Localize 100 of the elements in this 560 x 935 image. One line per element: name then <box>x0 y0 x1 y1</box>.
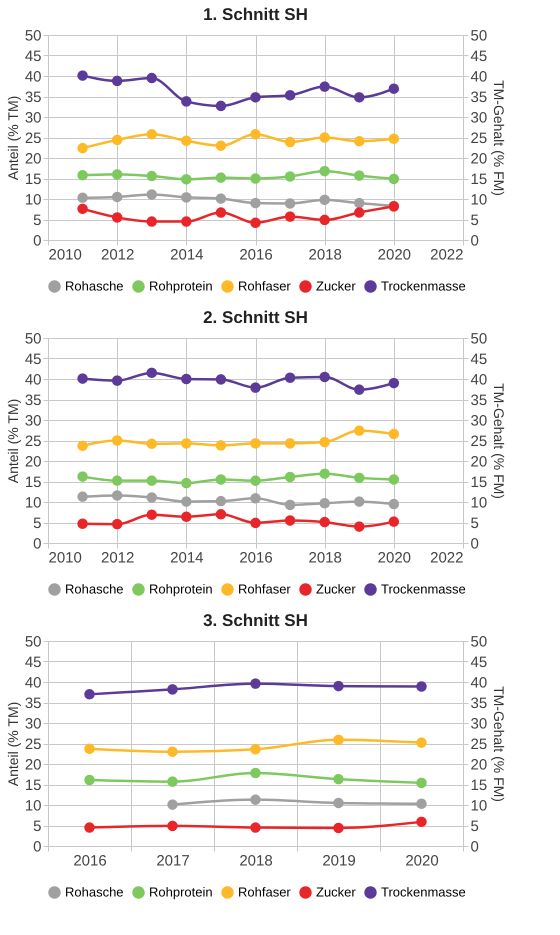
point <box>167 684 178 695</box>
point <box>333 680 344 692</box>
point <box>416 798 427 810</box>
y2-tick-label: 15 <box>470 474 488 491</box>
x-tick-label: 2010 <box>48 550 82 566</box>
y2-tick-label: 15 <box>470 777 488 794</box>
point <box>84 744 95 754</box>
legend-label: Rohfaser <box>238 582 292 597</box>
y2-tick-label: 5 <box>470 212 479 229</box>
y-tick-label: 45 <box>24 48 42 65</box>
y-axis-title: Anteil (% TM) <box>4 702 21 786</box>
y-axis-title: Anteil (% TM) <box>4 96 21 180</box>
y-tick-label: 45 <box>24 654 42 671</box>
point <box>250 822 261 833</box>
y-tick-label: 10 <box>24 192 42 208</box>
y-tick-label: 20 <box>24 756 42 774</box>
y2-tick-label: 20 <box>470 150 488 168</box>
x-tick-label: 2018 <box>239 852 273 870</box>
y2-tick-label: 50 <box>470 330 488 348</box>
point <box>167 799 178 810</box>
y2-axis-title: TM-Gehalt (% FM) <box>491 80 508 196</box>
y2-tick-label: 15 <box>470 171 488 188</box>
point <box>416 778 427 788</box>
legend-label: Rohfaser <box>238 278 292 294</box>
point <box>84 822 95 833</box>
y2-tick-label: 5 <box>470 818 479 835</box>
y2-tick-label: 0 <box>470 838 479 856</box>
y2-tick-label: 25 <box>470 736 488 753</box>
y-tick-label: 25 <box>24 433 42 450</box>
y-tick-label: 25 <box>24 736 42 753</box>
y-tick-label: 10 <box>24 798 42 814</box>
y-axis-title: Anteil (% TM) <box>4 398 21 484</box>
y-tick-label: 0 <box>33 838 42 856</box>
x-tick-label: 2022 <box>430 550 464 566</box>
point <box>250 768 261 778</box>
legend-label: Rohprotein <box>149 884 213 900</box>
x-tick-label: 2018 <box>308 246 342 264</box>
x-tick-label: 2020 <box>405 852 439 870</box>
x-tick-label: 2014 <box>170 246 204 264</box>
legend-label: Rohasche <box>65 278 124 294</box>
x-tick-label: 2012 <box>100 550 134 566</box>
point <box>250 744 261 754</box>
y2-axis-title: TM-Gehalt (% FM) <box>491 686 508 802</box>
point <box>167 820 178 832</box>
y2-tick-label: 30 <box>470 716 488 732</box>
y-tick-label: 40 <box>24 68 42 86</box>
y2-tick-label: 45 <box>470 48 488 65</box>
y-tick-label: 35 <box>24 695 42 712</box>
x-tick-label: 2016 <box>73 852 107 870</box>
y-tick-label: 30 <box>24 412 42 430</box>
y-tick-label: 0 <box>33 232 42 250</box>
legend-label: Rohprotein <box>149 278 213 294</box>
legend-label: Rohasche <box>65 884 124 900</box>
point <box>250 678 261 689</box>
y2-tick-label: 10 <box>470 192 488 208</box>
legend-label: Trockenmasse <box>381 278 466 294</box>
y2-tick-label: 35 <box>470 89 488 106</box>
y-tick-label: 45 <box>24 351 42 368</box>
y2-tick-label: 30 <box>470 412 488 430</box>
y2-tick-label: 35 <box>470 695 488 712</box>
y2-tick-label: 10 <box>470 798 488 814</box>
point <box>333 798 344 808</box>
point <box>333 822 344 834</box>
point <box>416 737 427 748</box>
y-tick-label: 15 <box>24 474 42 491</box>
y2-tick-label: 40 <box>470 372 488 388</box>
chart-title: 1. Schnitt SH <box>203 5 308 24</box>
x-tick-label: 2014 <box>170 550 204 566</box>
point <box>250 794 261 805</box>
y-tick-label: 10 <box>24 494 42 512</box>
y-tick-label: 5 <box>33 212 42 229</box>
x-tick-label: 2017 <box>156 852 190 870</box>
y2-tick-label: 25 <box>470 433 488 450</box>
y-tick-label: 50 <box>24 634 42 650</box>
y2-tick-label: 0 <box>470 536 479 552</box>
y-tick-label: 25 <box>24 130 42 147</box>
point <box>333 734 344 746</box>
y-tick-label: 30 <box>24 110 42 126</box>
x-tick-label: 2018 <box>308 550 342 566</box>
y2-tick-label: 40 <box>470 68 488 86</box>
y2-tick-label: 50 <box>470 28 488 44</box>
legend-label: Zucker <box>316 278 356 294</box>
chart-title: 2. Schnitt SH <box>203 308 308 327</box>
point <box>167 776 178 787</box>
point <box>84 689 95 700</box>
x-tick-label: 2020 <box>378 550 412 566</box>
y-tick-label: 35 <box>24 89 42 106</box>
y-tick-label: 0 <box>33 536 42 552</box>
x-tick-label: 2012 <box>100 246 134 264</box>
legend-label: Trockenmasse <box>381 884 466 900</box>
x-tick-label: 2019 <box>322 852 356 870</box>
y-tick-label: 5 <box>33 818 42 835</box>
point <box>167 746 178 757</box>
y-tick-label: 40 <box>24 372 42 388</box>
x-tick-label: 2020 <box>378 246 412 264</box>
y2-tick-label: 40 <box>470 674 488 692</box>
y-tick-label: 15 <box>24 777 42 794</box>
y-tick-label: 35 <box>24 392 42 409</box>
point <box>416 816 427 828</box>
y2-tick-label: 20 <box>470 756 488 774</box>
